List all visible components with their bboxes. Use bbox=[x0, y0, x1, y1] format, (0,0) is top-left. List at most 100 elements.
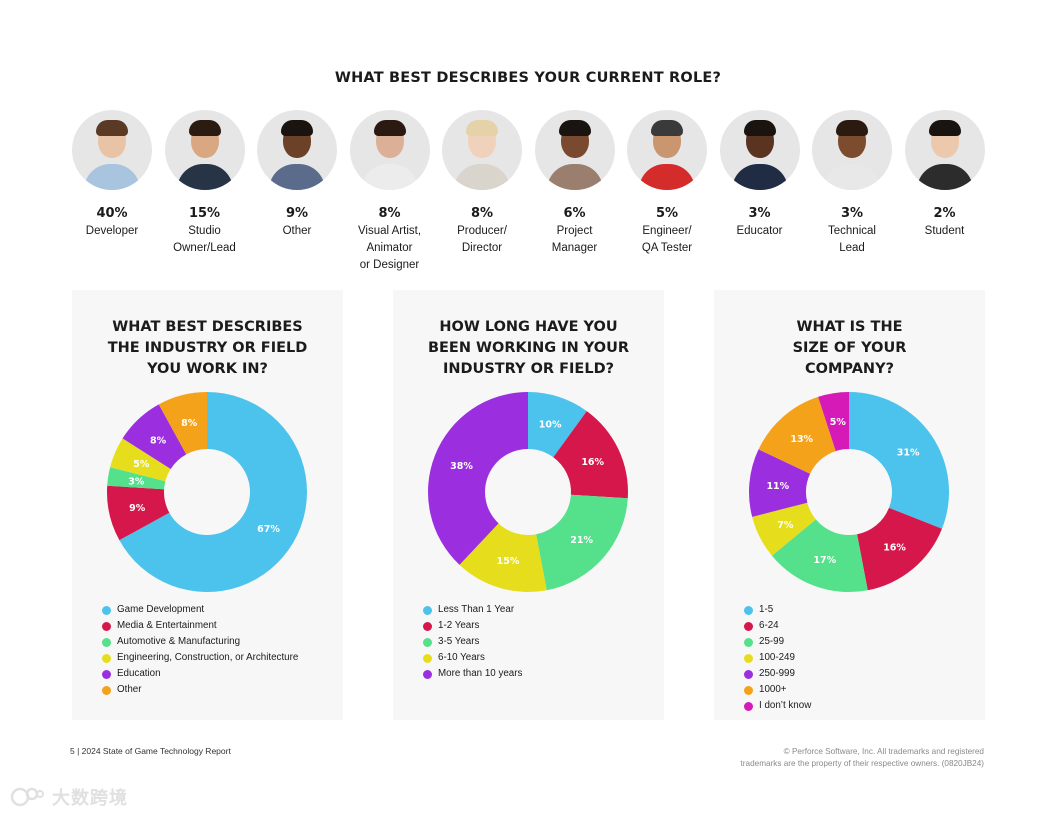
legend-item: More than 10 years bbox=[423, 666, 663, 682]
donut-slice bbox=[857, 507, 942, 591]
legend-swatch bbox=[744, 669, 753, 679]
role-label: Visual Artist, Animator or Designer bbox=[357, 225, 422, 271]
legend-item: 1-5 bbox=[744, 602, 984, 618]
legend-label: 6-10 Years bbox=[438, 652, 485, 663]
legend-item: Automotive & Manufacturing bbox=[102, 634, 342, 650]
role-item: 3% Educator bbox=[714, 110, 806, 240]
legend-label: 100-249 bbox=[759, 652, 795, 663]
legend-item: 250-999 bbox=[744, 666, 984, 682]
slice-label: 31% bbox=[897, 447, 920, 458]
legend-swatch bbox=[744, 701, 753, 711]
company-size-donut-chart: 31% 16% 17% 7% 11% 13% 5% bbox=[749, 392, 949, 592]
slice-label: 9% bbox=[129, 503, 146, 514]
role-label: Educator bbox=[736, 225, 783, 237]
role-percent: 2% bbox=[933, 206, 956, 221]
industry-chart-title: WHAT BEST DESCRIBES THE INDUSTRY OR FIEL… bbox=[107, 319, 308, 377]
legend-label: More than 10 years bbox=[438, 668, 523, 679]
legend-item: 25-99 bbox=[744, 634, 984, 650]
legend-label: Engineering, Construction, or Architectu… bbox=[117, 652, 299, 663]
slice-label: 21% bbox=[570, 535, 593, 546]
experience-panel: HOW LONG HAVE YOU BEEN WORKING IN YOUR I… bbox=[393, 290, 664, 720]
legend-item: 1-2 Years bbox=[423, 618, 663, 634]
legend-label: I don’t know bbox=[759, 700, 812, 711]
slice-label: 13% bbox=[790, 434, 813, 445]
slice-label: 67% bbox=[257, 524, 280, 535]
legend-label: Media & Entertainment bbox=[117, 620, 217, 631]
role-percent: 3% bbox=[840, 206, 864, 221]
avatar bbox=[534, 110, 615, 190]
avatar bbox=[257, 110, 337, 190]
legend-item: Engineering, Construction, or Architectu… bbox=[102, 650, 342, 666]
legend-label: 250-999 bbox=[759, 668, 795, 679]
role-percent: 5% bbox=[655, 206, 679, 221]
experience-donut-chart: 10% 16% 21% 15% 38% bbox=[428, 392, 628, 592]
donut-slice bbox=[536, 494, 628, 591]
avatar bbox=[627, 110, 707, 190]
legend-item: Less Than 1 Year bbox=[423, 602, 663, 618]
legend-label: 1000+ bbox=[759, 684, 787, 695]
legend-swatch bbox=[744, 653, 753, 663]
role-label: Engineer/ QA Tester bbox=[641, 225, 693, 254]
legend-item: I don’t know bbox=[744, 698, 984, 714]
legend-item: 100-249 bbox=[744, 650, 984, 666]
company-size-chart-title: WHAT IS THE SIZE OF YOUR COMPANY? bbox=[792, 319, 907, 377]
legend-item: Game Development bbox=[102, 602, 342, 618]
legend-label: Game Development bbox=[117, 604, 205, 615]
role-label: Producer/ Director bbox=[457, 225, 507, 254]
legend-item: 6-24 bbox=[744, 618, 984, 634]
legend-item: Education bbox=[102, 666, 342, 682]
company-size-legend: 1-5 6-24 25-99 100-249 250-999 1000+ I don’t k… bbox=[744, 602, 984, 714]
slice-label: 11% bbox=[766, 481, 789, 492]
legend-swatch bbox=[102, 621, 111, 631]
role-item: 9% Other bbox=[251, 110, 343, 240]
roles-title: WHAT BEST DESCRIBES YOUR CURRENT ROLE? bbox=[334, 70, 722, 86]
avatar bbox=[164, 110, 245, 190]
watermark: 大数跨境 bbox=[10, 784, 128, 810]
role-percent: 6% bbox=[563, 206, 586, 221]
roles-row: 40% Developer 15% Studio Owner/Lead 9% Other 8… bbox=[66, 110, 994, 285]
donut-slice bbox=[428, 392, 528, 565]
avatar bbox=[349, 110, 430, 190]
slice-label: 16% bbox=[883, 543, 906, 554]
donut-slice bbox=[528, 392, 587, 458]
company-size-panel: WHAT IS THE SIZE OF YOUR COMPANY? 31% 16%… bbox=[714, 290, 985, 720]
role-item: 5% Engineer/ QA Tester bbox=[621, 110, 713, 257]
donut-slice bbox=[818, 392, 849, 452]
legend-label: 1-2 Years bbox=[438, 620, 480, 631]
role-item: 3% Technical Lead bbox=[806, 110, 898, 257]
role-label: Developer bbox=[85, 225, 139, 237]
slice-label: 10% bbox=[539, 419, 562, 430]
role-item: 6% Project Manager bbox=[529, 110, 621, 257]
industry-legend: Game Development Media & Entertainment Aut… bbox=[102, 602, 342, 698]
donut-slice bbox=[752, 502, 816, 556]
industry-donut-chart: 67% 9% 3% 5% 8% 8% bbox=[107, 392, 308, 592]
legend-item: Media & Entertainment bbox=[102, 618, 342, 634]
legend-swatch bbox=[102, 685, 111, 695]
donut-slice bbox=[459, 523, 547, 592]
slice-label: 16% bbox=[581, 457, 604, 468]
avatar bbox=[904, 110, 985, 190]
legend-swatch bbox=[423, 637, 432, 647]
slice-label: 8% bbox=[150, 435, 167, 446]
avatar bbox=[72, 110, 152, 190]
copyright-notice: © Perforce Software, Inc. All trademarks… bbox=[740, 747, 984, 768]
avatar bbox=[442, 110, 522, 190]
legend-label: Automotive & Manufacturing bbox=[117, 636, 241, 647]
role-item: 40% Developer bbox=[66, 110, 158, 240]
role-item: 15% Studio Owner/Lead bbox=[159, 110, 251, 257]
role-percent: 15% bbox=[188, 206, 221, 221]
legend-item: Other bbox=[102, 682, 342, 698]
role-item: 8% Visual Artist, Animator or Designer bbox=[344, 110, 436, 274]
legend-swatch bbox=[744, 605, 753, 615]
legend-swatch bbox=[102, 653, 111, 663]
donut-slice bbox=[107, 485, 170, 541]
role-percent: 3% bbox=[748, 206, 771, 221]
slice-label: 15% bbox=[497, 556, 520, 567]
role-item: 8% Producer/ Director bbox=[436, 110, 528, 257]
donut-slice bbox=[107, 467, 166, 490]
legend-swatch bbox=[744, 685, 753, 695]
watermark-logo-icon bbox=[10, 787, 44, 807]
role-percent: 9% bbox=[285, 206, 309, 221]
legend-item: 3-5 Years bbox=[423, 634, 663, 650]
donut-slice bbox=[553, 411, 628, 499]
